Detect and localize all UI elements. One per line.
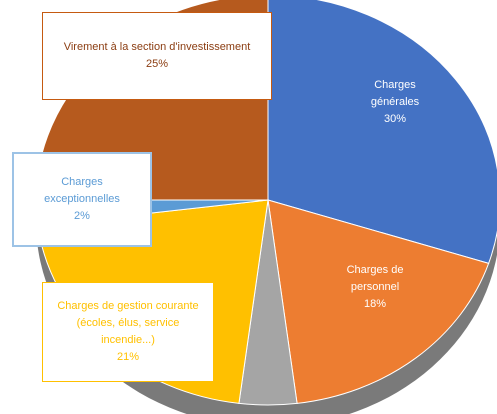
value-label: 18%: [363, 298, 387, 310]
data-label: Charges de personnel 18%: [320, 250, 430, 325]
value-label: 21%: [116, 351, 140, 363]
category-name: Virement à la section d'investissement: [63, 41, 251, 53]
data-label: Charges générales 30%: [345, 62, 445, 142]
pie-slice: [267, 0, 497, 264]
data-label: Charges de gestion courante (écoles, élu…: [42, 282, 214, 382]
value-label: 2%: [74, 210, 90, 222]
data-label: Virement à la section d'investissement 25…: [42, 12, 272, 100]
category-name: Charges générales: [370, 78, 420, 108]
value-label: 30%: [383, 112, 407, 125]
category-name: Charges de gestion courante (écoles, élu…: [57, 300, 199, 346]
category-name: Charges exceptionnelles: [44, 176, 120, 205]
category-name: Charges de personnel: [346, 264, 404, 293]
pie-slice: [267, 199, 490, 404]
value-label: 25%: [145, 58, 169, 70]
data-label: Charges exceptionnelles 2%: [12, 152, 152, 247]
